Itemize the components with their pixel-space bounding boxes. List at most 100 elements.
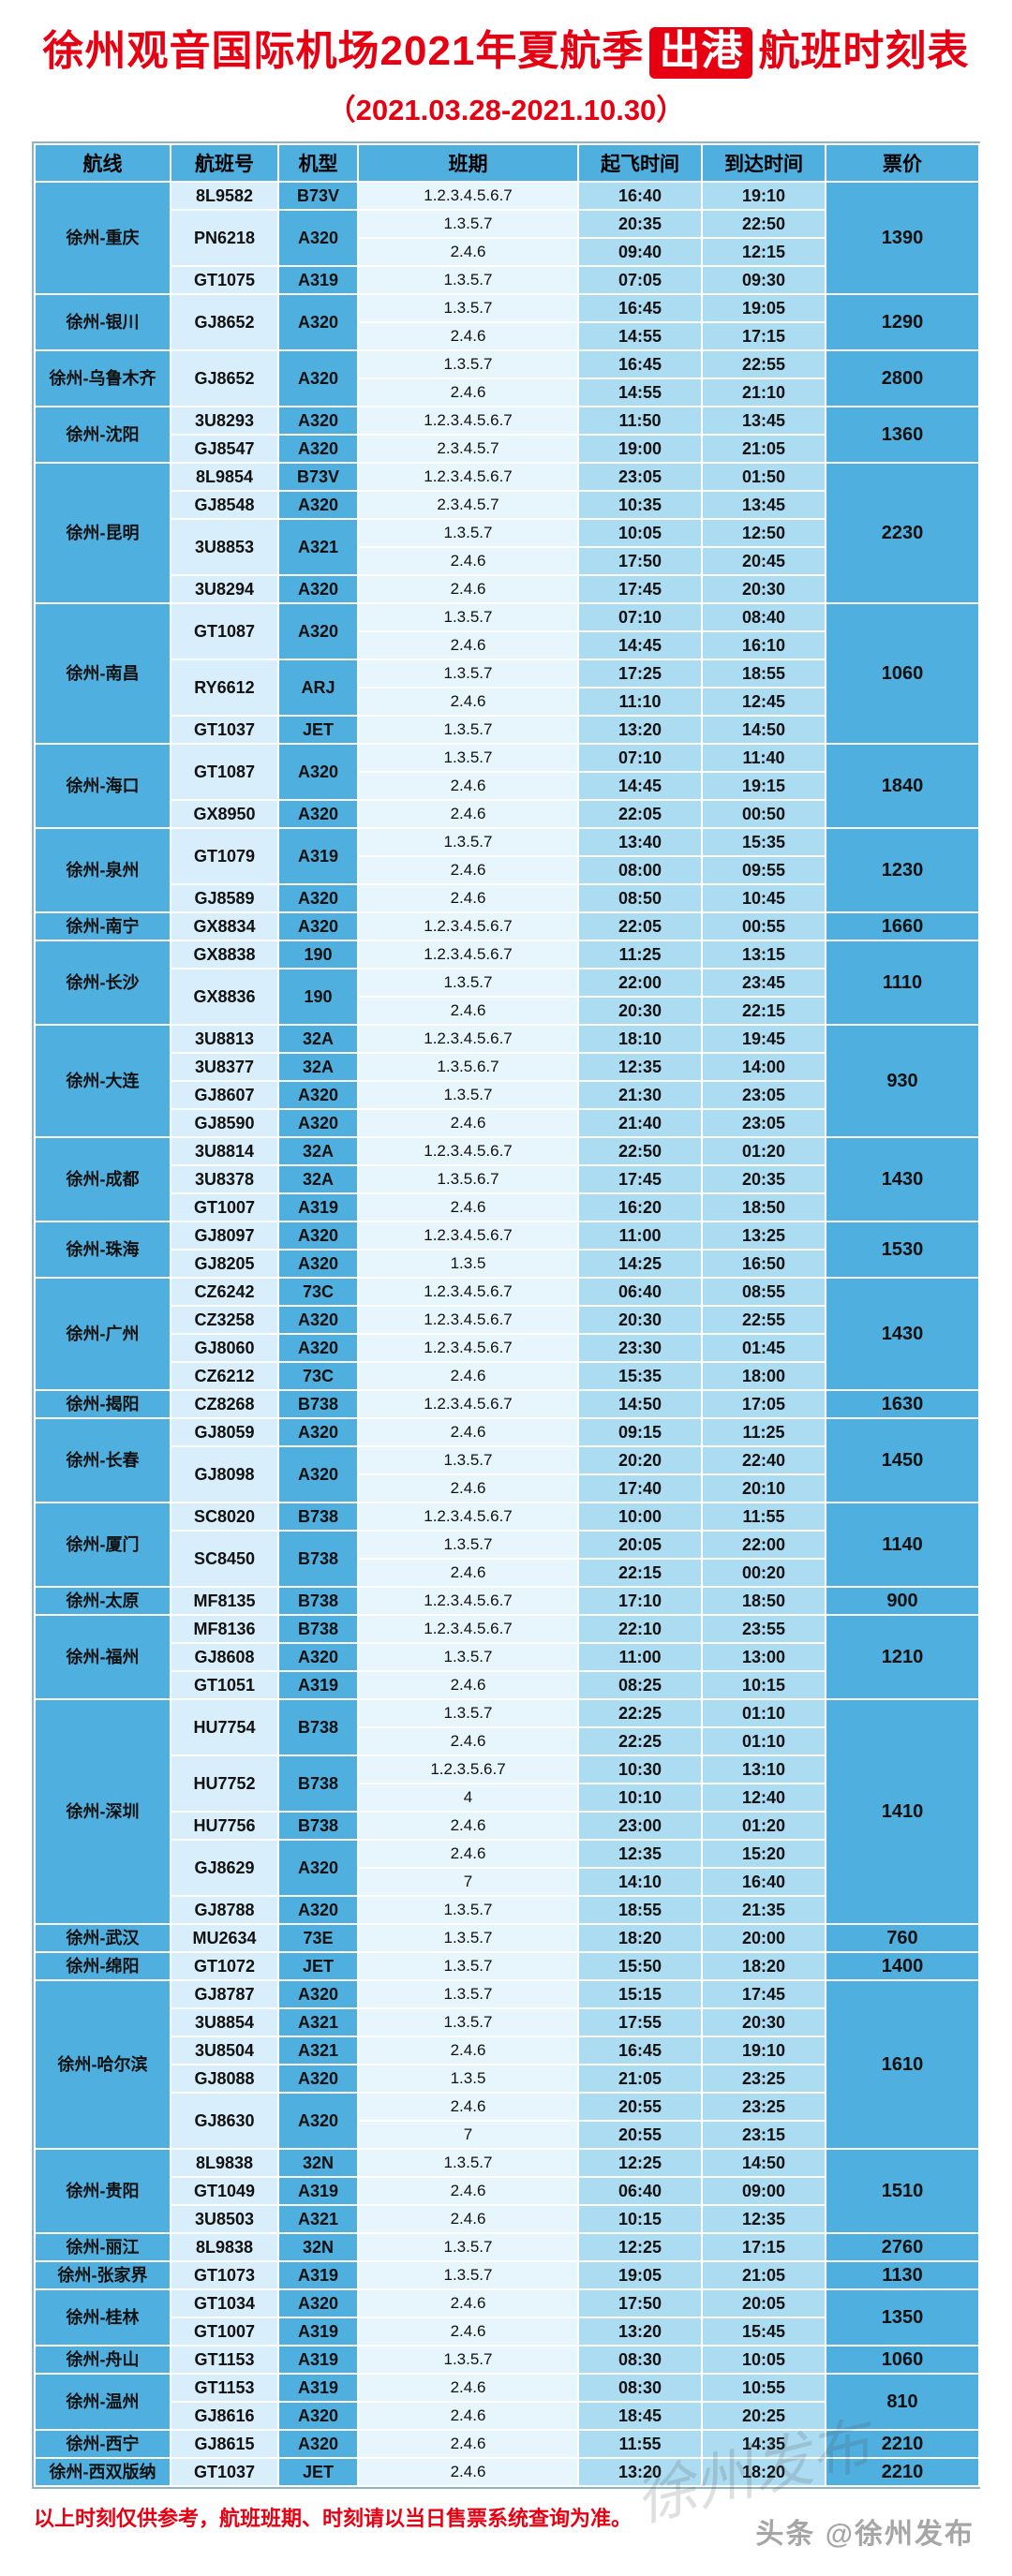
price-cell: 1360 [825, 405, 980, 464]
flight-no-cell: GT1007 [170, 1192, 279, 1222]
flight-no-cell: GT1034 [170, 2287, 279, 2318]
table-row: HU7756 B738 2.4.6 23:00 01:20 [35, 1810, 979, 1841]
page-title: 徐州观音国际机场2021年夏航季 出港 航班时刻表 [0, 0, 1012, 79]
departure-time-cell: 22:05 [577, 910, 703, 941]
table-row: GJ8630 A320 2.4.6 20:55 23:25 [35, 2091, 979, 2150]
price-cell: 1130 [825, 2259, 980, 2290]
departure-time-cell: 23:30 [577, 1332, 703, 1363]
arrival-time-cell: 23:15 [701, 2119, 826, 2150]
arrival-time-cell: 13:45 [701, 405, 826, 436]
aircraft-type-cell: A319 [277, 1669, 359, 1700]
departure-time-cell: 21:30 [577, 1079, 703, 1110]
table-row: 徐州-福州 MF8136 B738 1.2.3.4.5.6.7 22:10 23:55 12… [34, 1613, 980, 1700]
departure-time-cell: 08:25 [577, 1669, 703, 1700]
arrival-time-cell: 11:40 [701, 742, 826, 773]
departure-time-cell: 11:50 [577, 405, 703, 436]
price-cell: 1840 [825, 742, 980, 829]
route-cell: 徐州-南宁 [34, 910, 171, 941]
days-cell: 1.3.5.7 [357, 1697, 579, 1728]
route-cell: 徐州-泉州 [34, 826, 171, 913]
table-row: GT1007 A319 2.4.6 13:20 15:45 [35, 2316, 979, 2347]
days-cell: 1.2.3.4.5.6.7 [357, 1388, 579, 1419]
price-cell: 1510 [825, 2147, 980, 2234]
flight-no-cell: CZ3258 [170, 1304, 279, 1335]
route-cell: 徐州-福州 [34, 1613, 171, 1700]
arrival-time-cell: 17:45 [701, 1978, 826, 2009]
departure-time-cell: 11:00 [577, 1220, 703, 1251]
aircraft-type-cell: A320 [277, 405, 359, 436]
days-cell: 1.3.5.7 [357, 1978, 579, 2009]
aircraft-type-cell: A320 [277, 1978, 359, 2009]
aircraft-type-cell: A320 [277, 573, 359, 604]
flight-no-cell: GT1153 [170, 2372, 279, 2403]
flight-no-cell: 3U8377 [170, 1051, 279, 1082]
arrival-time-cell: 22:15 [701, 995, 826, 1026]
arrival-time-cell: 08:40 [701, 601, 826, 632]
aircraft-type-cell: JET [277, 1950, 359, 1981]
departure-time-cell: 17:45 [577, 573, 703, 604]
table-row: GJ8547 A320 2.3.4.5.7 19:00 21:05 [35, 433, 979, 464]
departure-time-cell: 20:30 [577, 995, 703, 1026]
table-row: 徐州-沈阳 3U8293 A320 1.2.3.4.5.6.7 11:50 13:45 13… [34, 405, 980, 464]
table-row: 徐州-昆明 8L9854 B73V 1.2.3.4.5.6.7 23:05 01:50 22… [34, 461, 980, 604]
departure-time-cell: 10:35 [577, 489, 703, 520]
days-cell: 2.4.6 [357, 2400, 579, 2431]
column-header-1: 航班号 [170, 142, 279, 183]
days-cell: 2.4.6 [357, 2456, 579, 2487]
departure-time-cell: 12:25 [577, 2231, 703, 2262]
days-cell: 7 [357, 2119, 579, 2150]
aircraft-type-cell: A320 [277, 1894, 359, 1925]
days-cell: 2.4.6 [357, 320, 579, 351]
arrival-time-cell: 15:20 [701, 1838, 826, 1869]
table-row: GX8836 190 1.3.5.7 22:00 23:45 [35, 967, 979, 1026]
days-cell: 2.4.6 [357, 2428, 579, 2459]
timetable: 航线 航班号 机型 班期 起飞时间 到达时间 票价 徐州-重庆 8L9582 B73V 1.2.3… [34, 142, 980, 2487]
arrival-time-cell: 23:45 [701, 967, 826, 998]
departure-time-cell: 22:10 [577, 1613, 703, 1644]
arrival-time-cell: 11:55 [701, 1501, 826, 1532]
arrival-time-cell: 13:15 [701, 939, 826, 970]
departure-time-cell: 16:40 [577, 180, 703, 211]
departure-time-cell: 21:40 [577, 1107, 703, 1138]
aircraft-type-cell: A319 [277, 2372, 359, 2403]
departure-time-cell: 17:40 [577, 1473, 703, 1503]
aircraft-type-cell: A320 [277, 1079, 359, 1110]
flight-no-cell: GJ8788 [170, 1894, 279, 1925]
days-cell: 2.4.6 [357, 1192, 579, 1222]
aircraft-type-cell: A320 [277, 1838, 359, 1897]
aircraft-type-cell: B738 [277, 1585, 359, 1616]
arrival-time-cell: 16:50 [701, 1248, 826, 1279]
flight-no-cell: GJ8589 [170, 882, 279, 913]
days-cell: 2.4.6 [357, 854, 579, 885]
arrival-time-cell: 01:50 [701, 461, 826, 492]
table-row: GT1037 JET 1.3.5.7 13:20 14:50 [35, 714, 979, 745]
table-row: GT1051 A319 2.4.6 08:25 10:15 [35, 1669, 979, 1700]
arrival-time-cell: 15:35 [701, 826, 826, 857]
arrival-time-cell: 18:50 [701, 1192, 826, 1222]
days-cell: 1.3.5.6.7 [357, 1163, 579, 1194]
column-header-2: 机型 [277, 142, 359, 183]
table-row: 3U8377 32A 1.3.5.6.7 12:35 14:00 [35, 1051, 979, 1082]
flight-no-cell: 3U8378 [170, 1163, 279, 1194]
arrival-time-cell: 01:20 [701, 1810, 826, 1841]
route-cell: 徐州-张家界 [34, 2259, 171, 2290]
days-cell: 2.3.4.5.7 [357, 489, 579, 520]
arrival-time-cell: 13:10 [701, 1754, 826, 1784]
departure-time-cell: 11:10 [577, 686, 703, 717]
arrival-time-cell: 22:55 [701, 1304, 826, 1335]
table-row: GJ8088 A320 1.3.5 21:05 23:25 [35, 2063, 979, 2094]
price-cell: 1530 [825, 1220, 980, 1279]
table-row: 徐州-桂林 GT1034 A320 2.4.6 17:50 20:05 1350 [34, 2287, 980, 2347]
arrival-time-cell: 23:55 [701, 1613, 826, 1644]
route-cell: 徐州-温州 [34, 2372, 171, 2431]
days-cell: 2.4.6 [357, 1810, 579, 1841]
table-row: 2.4.6 22:15 00:20 [35, 1557, 979, 1588]
days-cell: 2.4.6 [357, 2035, 579, 2065]
footer-note: 以上时刻仅供参考，航班班期、时刻请以当日售票系统查询为准。 [34, 2506, 632, 2530]
arrival-time-cell: 11:25 [701, 1416, 826, 1447]
table-row: 7 20:55 23:15 [35, 2119, 979, 2150]
days-cell: 2.4.6 [357, 1557, 579, 1588]
aircraft-type-cell: A321 [277, 2035, 359, 2065]
flight-no-cell: GJ8629 [170, 1838, 279, 1897]
aircraft-type-cell: A320 [277, 601, 359, 660]
